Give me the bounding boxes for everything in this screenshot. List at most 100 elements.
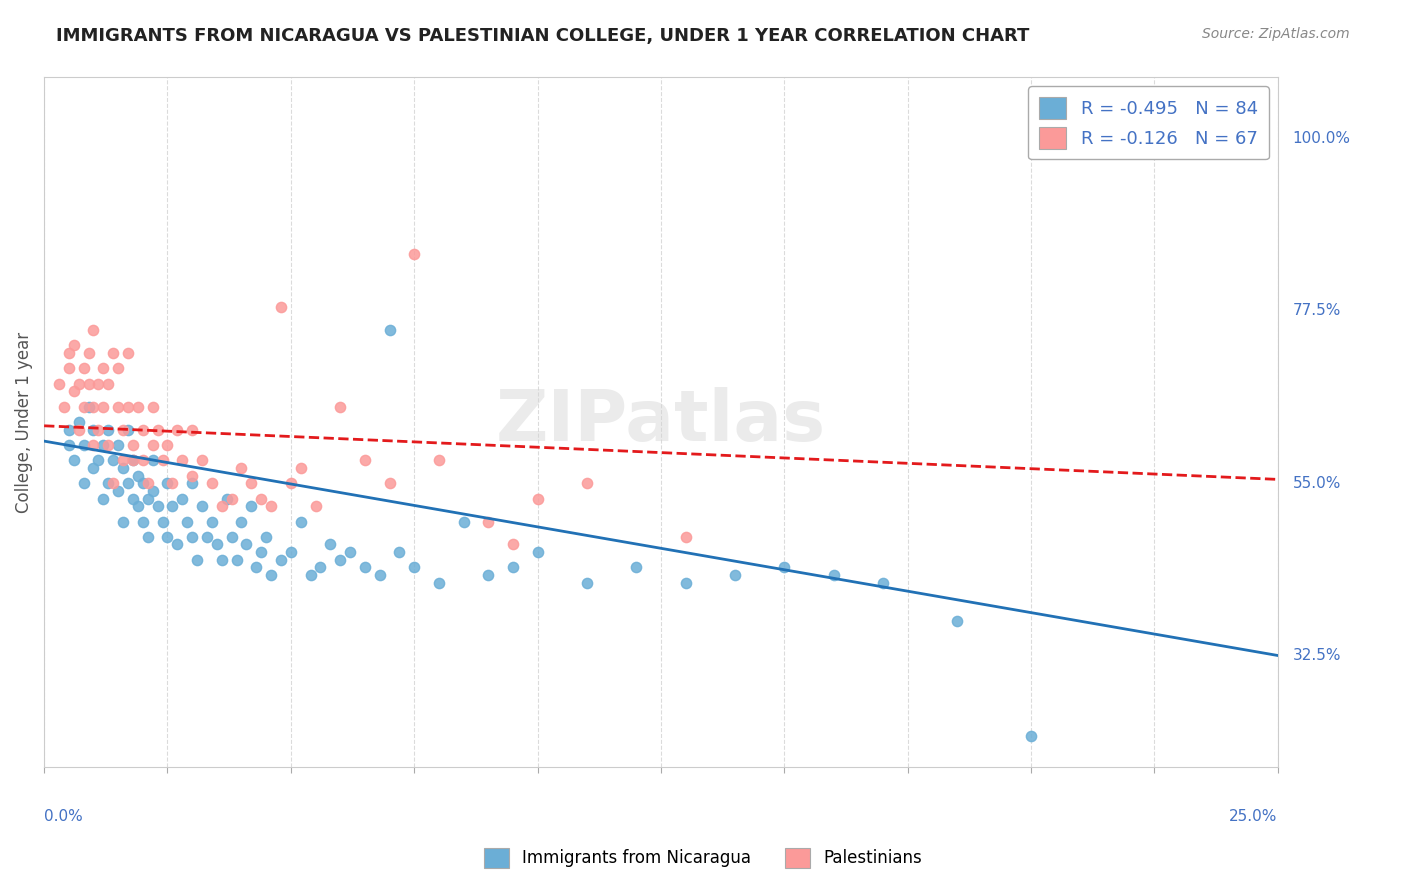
Point <box>58 346 80 360</box>
Point <box>172 491 194 506</box>
Point <box>58 361 80 376</box>
Point <box>132 515 155 529</box>
Point <box>112 453 135 467</box>
Point <box>91 438 114 452</box>
Point <box>103 346 125 360</box>
Point <box>127 499 149 513</box>
Point <box>142 438 165 452</box>
Point <box>156 438 179 452</box>
Point <box>127 468 149 483</box>
Point <box>166 423 188 437</box>
Point <box>142 453 165 467</box>
Legend: R = -0.495   N = 84, R = -0.126   N = 67: R = -0.495 N = 84, R = -0.126 N = 67 <box>1028 87 1268 160</box>
Point <box>122 491 145 506</box>
Point <box>195 530 218 544</box>
Text: 32.5%: 32.5% <box>1292 648 1341 663</box>
Text: IMMIGRANTS FROM NICARAGUA VS PALESTINIAN COLLEGE, UNDER 1 YEAR CORRELATION CHART: IMMIGRANTS FROM NICARAGUA VS PALESTINIAN… <box>56 27 1029 45</box>
Point <box>107 438 129 452</box>
Point <box>176 515 198 529</box>
Point <box>152 453 174 467</box>
Point <box>181 423 204 437</box>
Point <box>368 568 391 582</box>
Point <box>117 400 139 414</box>
Point <box>773 560 796 574</box>
Legend: Immigrants from Nicaragua, Palestinians: Immigrants from Nicaragua, Palestinians <box>478 841 928 875</box>
Point <box>221 491 243 506</box>
Point <box>270 553 292 567</box>
Point <box>260 499 283 513</box>
Point <box>132 476 155 491</box>
Point <box>290 461 312 475</box>
Point <box>112 461 135 475</box>
Point <box>235 537 257 551</box>
Point <box>77 346 100 360</box>
Point <box>872 575 894 590</box>
Point <box>404 246 426 260</box>
Point <box>526 491 548 506</box>
Text: 77.5%: 77.5% <box>1292 303 1341 318</box>
Point <box>146 423 169 437</box>
Point <box>225 553 247 567</box>
Point <box>254 530 277 544</box>
Point <box>97 376 120 391</box>
Point <box>82 400 104 414</box>
Point <box>260 568 283 582</box>
Point <box>823 568 845 582</box>
Point <box>211 499 233 513</box>
Point <box>142 483 165 498</box>
Point <box>304 499 326 513</box>
Text: 55.0%: 55.0% <box>1292 475 1341 491</box>
Point <box>112 423 135 437</box>
Text: 0.0%: 0.0% <box>44 809 83 823</box>
Point <box>117 423 139 437</box>
Point <box>152 515 174 529</box>
Point <box>156 530 179 544</box>
Point <box>221 530 243 544</box>
Point <box>626 560 648 574</box>
Point <box>117 476 139 491</box>
Point <box>82 438 104 452</box>
Point <box>186 553 208 567</box>
Point <box>77 400 100 414</box>
Point <box>231 461 253 475</box>
Point <box>162 499 184 513</box>
Point <box>162 476 184 491</box>
Point <box>250 545 273 559</box>
Point <box>127 400 149 414</box>
Point <box>97 423 120 437</box>
Point <box>87 376 110 391</box>
Point <box>122 453 145 467</box>
Point <box>299 568 322 582</box>
Point <box>91 361 114 376</box>
Point <box>378 323 401 337</box>
Point <box>103 476 125 491</box>
Point <box>502 560 524 574</box>
Point <box>724 568 747 582</box>
Point <box>136 491 159 506</box>
Point <box>97 438 120 452</box>
Point <box>240 476 263 491</box>
Point <box>211 553 233 567</box>
Point <box>82 423 104 437</box>
Point <box>675 530 697 544</box>
Point <box>181 476 204 491</box>
Point <box>270 300 292 314</box>
Text: ZIPatlas: ZIPatlas <box>496 387 825 457</box>
Point <box>477 515 499 529</box>
Point <box>191 499 214 513</box>
Point <box>172 453 194 467</box>
Point <box>136 476 159 491</box>
Point <box>91 400 114 414</box>
Point <box>575 476 598 491</box>
Point <box>290 515 312 529</box>
Point <box>52 400 75 414</box>
Point <box>231 515 253 529</box>
Point <box>107 483 129 498</box>
Point <box>201 515 224 529</box>
Point <box>72 361 94 376</box>
Point <box>1019 729 1042 743</box>
Point <box>675 575 697 590</box>
Text: 100.0%: 100.0% <box>1292 131 1351 146</box>
Point <box>82 323 104 337</box>
Point <box>329 400 352 414</box>
